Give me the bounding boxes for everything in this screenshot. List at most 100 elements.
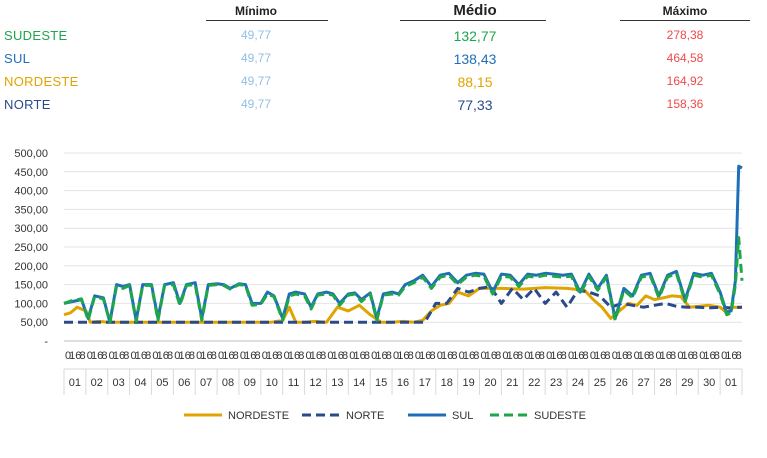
y-tick-label: 450,00: [14, 167, 48, 179]
x-hour-tick-label: 16: [288, 350, 300, 362]
x-hour-tick-label: 0: [196, 350, 202, 362]
x-hour-tick-label: 8: [583, 350, 589, 362]
x-hour-tick-label: 0: [152, 350, 158, 362]
x-day-label: 11: [288, 377, 299, 389]
x-day-label: 18: [441, 377, 453, 389]
x-hour-tick-label: 16: [703, 350, 715, 362]
y-tick-label: 500,00: [14, 148, 48, 160]
y-tick-label: 150,00: [14, 280, 48, 292]
x-hour-tick-label: 8: [386, 350, 392, 362]
x-hour-tick-label: 16: [660, 350, 672, 362]
x-hour-tick-label: 0: [174, 350, 180, 362]
x-hour-tick-label: 0: [109, 350, 115, 362]
x-day-label: 24: [572, 377, 584, 389]
x-hour-tick-label: 8: [80, 350, 86, 362]
x-hour-tick-label: 8: [714, 350, 720, 362]
x-day-label: 23: [550, 377, 562, 389]
x-hour-tick-label: 0: [415, 350, 421, 362]
x-hour-tick-label: 16: [616, 350, 628, 362]
x-hour-tick-label: 8: [451, 350, 457, 362]
x-day-label: 20: [484, 377, 496, 389]
x-hour-tick-label: 16: [222, 350, 234, 362]
x-hour-tick-label: 16: [638, 350, 650, 362]
x-day-label: 12: [309, 377, 321, 389]
series-line-sul: [63, 164, 743, 324]
x-hour-tick-label: 0: [568, 350, 574, 362]
x-day-label: 13: [331, 377, 343, 389]
header-mean: Médio: [453, 2, 497, 19]
x-hour-tick-label: 8: [473, 350, 479, 362]
x-hour-tick-label: 8: [101, 350, 107, 362]
x-hour-tick-label: 8: [626, 350, 632, 362]
x-hour-tick-label: 8: [539, 350, 545, 362]
min-value: 49,77: [240, 74, 272, 88]
x-hour-tick-label: 16: [441, 350, 453, 362]
max-value: 158,36: [666, 97, 704, 111]
x-day-label: 27: [637, 377, 649, 389]
mean-value: 88,15: [457, 74, 493, 90]
x-hour-tick-label: 16: [179, 350, 191, 362]
x-hour-tick-label: 16: [135, 350, 147, 362]
x-hour-tick-label: 0: [480, 350, 486, 362]
legend-label-sul: SUL: [452, 410, 473, 422]
legend-label-sudeste: SUDESTE: [534, 410, 586, 422]
x-hour-tick-label: 16: [528, 350, 540, 362]
stats-row-norte: NORTE 49,77 77,33 158,36: [0, 97, 767, 119]
x-hour-tick-label: 8: [298, 350, 304, 362]
x-hour-tick-label: 0: [349, 350, 355, 362]
x-day-label: 25: [594, 377, 606, 389]
x-hour-tick-label: 8: [648, 350, 654, 362]
x-hour-tick-label: 8: [495, 350, 501, 362]
x-day-label: 19: [462, 377, 474, 389]
x-hour-tick-label: 0: [65, 350, 71, 362]
x-day-label: 01: [725, 377, 737, 389]
x-hour-tick-label: 8: [408, 350, 414, 362]
x-hour-tick-label: 16: [157, 350, 169, 362]
x-hour-tick-label: 16: [266, 350, 278, 362]
header-max-underline: [620, 20, 750, 21]
x-hour-tick-label: 8: [517, 350, 523, 362]
y-tick-label: 100,00: [14, 298, 48, 310]
x-hour-tick-label: 8: [211, 350, 217, 362]
legend-label-nordeste: NORDESTE: [228, 410, 289, 422]
mean-value: 138,43: [453, 51, 497, 67]
x-hour-tick-label: 16: [332, 350, 344, 362]
series-line-sudeste: [63, 236, 744, 324]
x-hour-tick-label: 16: [485, 350, 497, 362]
x-hour-tick-label: 16: [572, 350, 584, 362]
x-hour-tick-label: 8: [189, 350, 195, 362]
x-hour-tick-label: 0: [262, 350, 268, 362]
x-day-label: 28: [659, 377, 671, 389]
legend-label-norte: NORTE: [346, 410, 384, 422]
x-hour-tick-label: 0: [546, 350, 552, 362]
y-tick-label: 200,00: [14, 261, 48, 273]
x-day-label: 15: [375, 377, 387, 389]
x-hour-tick-label: 8: [670, 350, 676, 362]
x-hour-tick-label: 0: [131, 350, 137, 362]
x-hour-tick-label: 0: [634, 350, 640, 362]
x-hour-tick-label: 0: [393, 350, 399, 362]
x-hour-tick-label: 16: [594, 350, 606, 362]
mean-value: 132,77: [453, 28, 497, 44]
series-line-norte: [64, 285, 743, 324]
x-hour-tick-label: 8: [276, 350, 282, 362]
x-hour-tick-label: 8: [123, 350, 129, 362]
x-hour-tick-label: 0: [371, 350, 377, 362]
x-hour-tick-label: 0: [327, 350, 333, 362]
stats-row-nordeste: NORDESTE 49,77 88,15 164,92: [0, 74, 767, 96]
x-hour-tick-label: 0: [459, 350, 465, 362]
x-hour-tick-label: 8: [342, 350, 348, 362]
x-day-label: 04: [134, 377, 146, 389]
y-tick-label: 400,00: [14, 186, 48, 198]
x-day-label: 30: [703, 377, 715, 389]
x-hour-tick-label: 0: [590, 350, 596, 362]
x-hour-tick-label: 8: [233, 350, 239, 362]
x-hour-tick-label: 0: [612, 350, 618, 362]
region-name: SUL: [4, 51, 31, 66]
region-name: SUDESTE: [4, 28, 68, 43]
x-day-label: 01: [69, 377, 81, 389]
header-mean-underline: [400, 20, 546, 21]
x-hour-tick-label: 0: [437, 350, 443, 362]
y-tick-label: 300,00: [14, 223, 48, 235]
x-hour-tick-label: 0: [502, 350, 508, 362]
